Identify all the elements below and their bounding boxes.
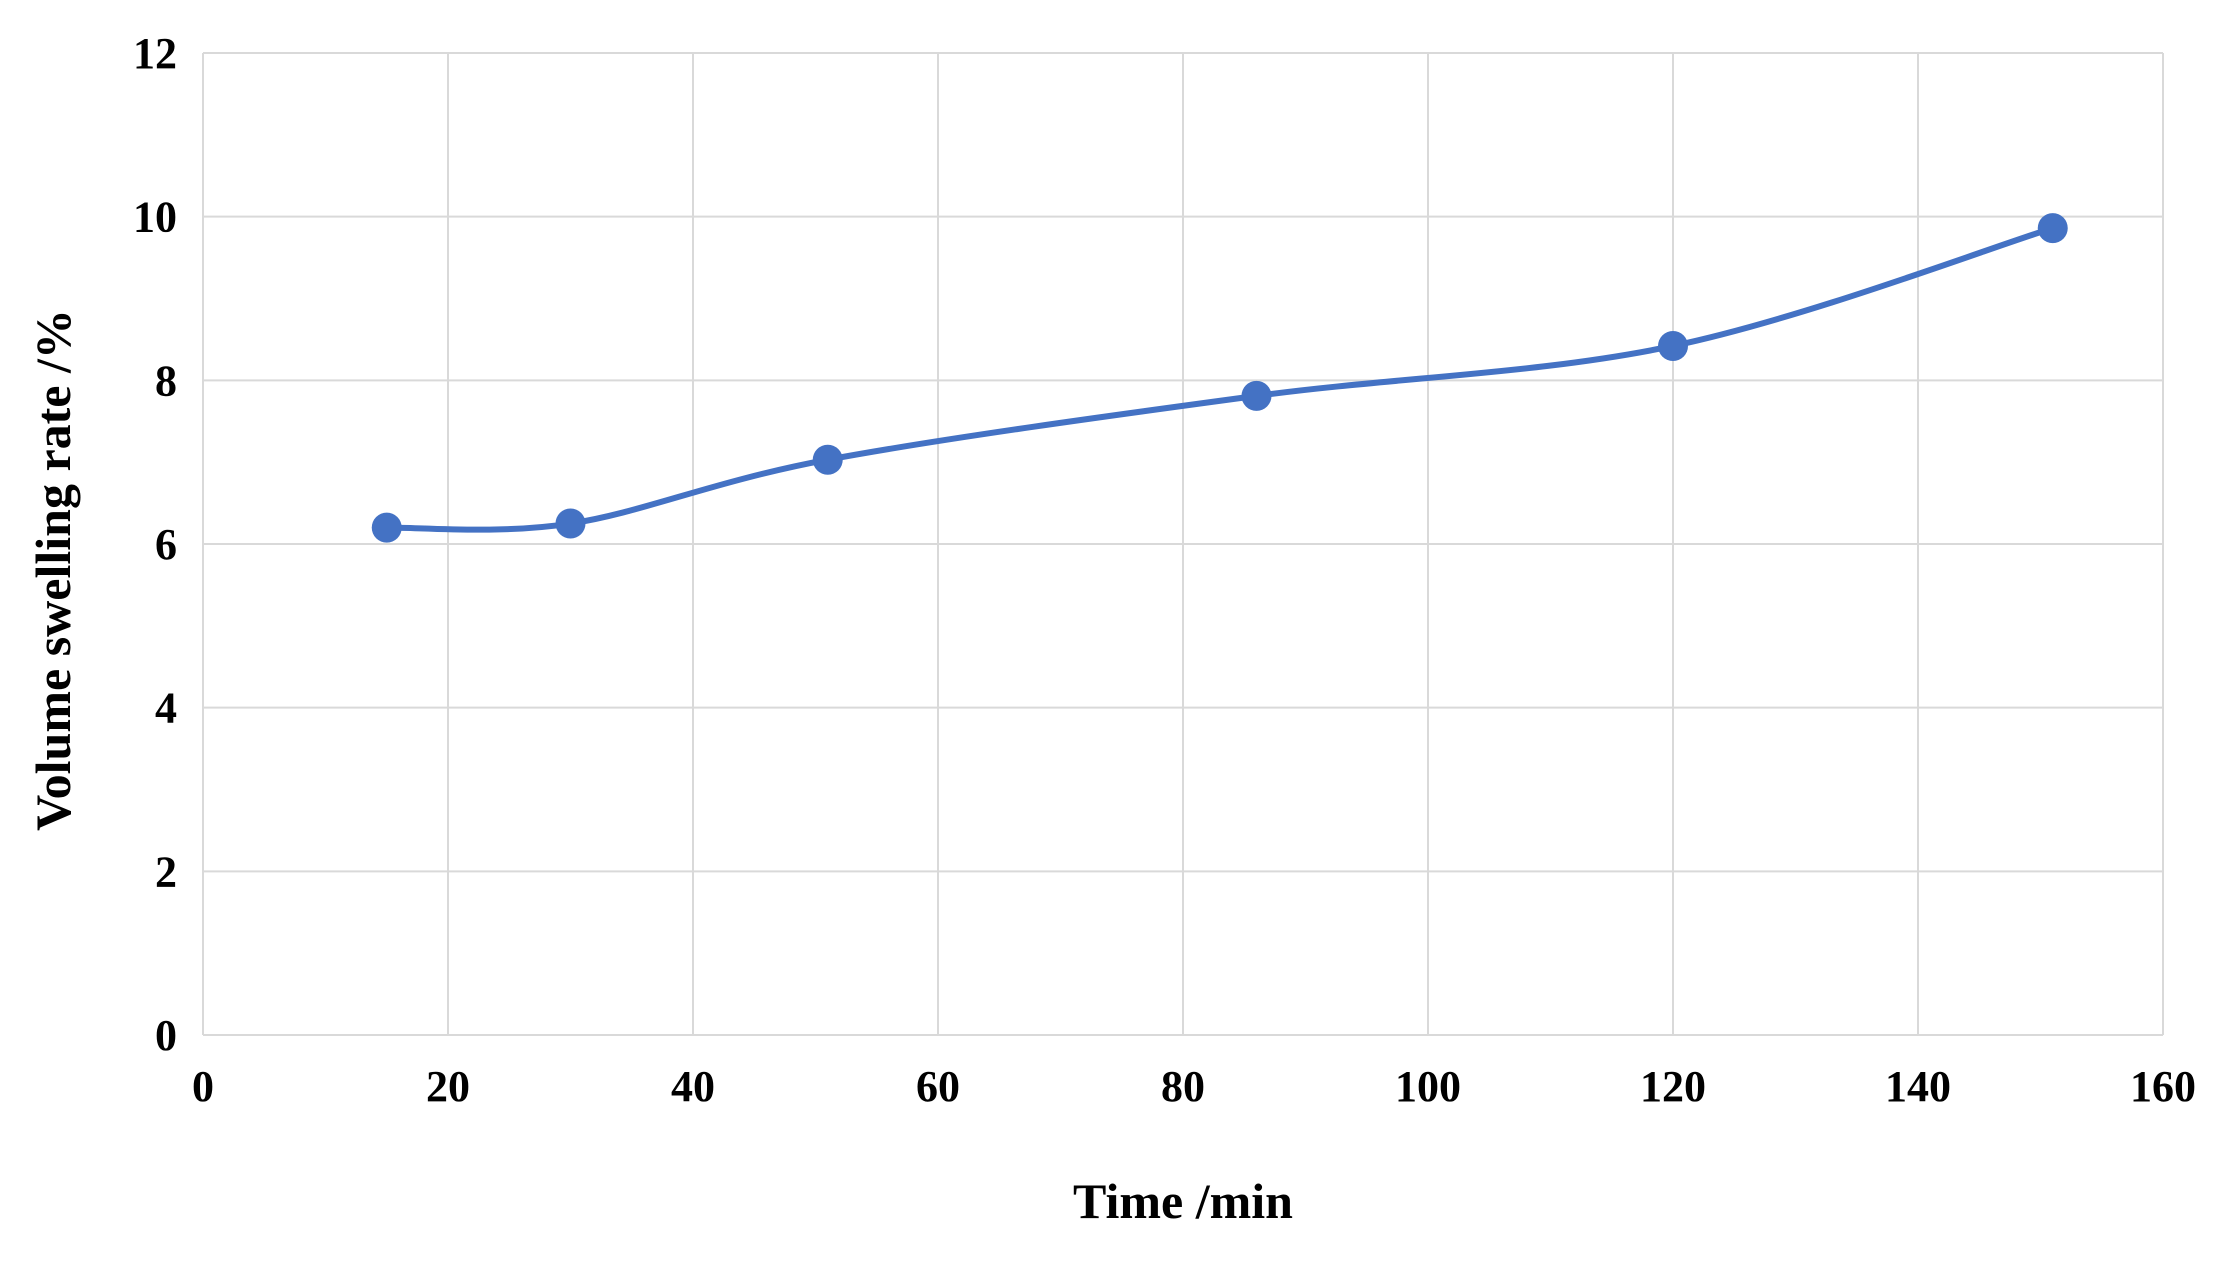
data-point — [371, 512, 402, 543]
x-tick-label: 140 — [1885, 1062, 1951, 1111]
x-tick-label: 160 — [2130, 1062, 2196, 1111]
x-tick-label: 60 — [916, 1062, 960, 1111]
y-tick-label: 6 — [155, 520, 177, 569]
x-tick-label: 40 — [671, 1062, 715, 1111]
x-tick-label: 20 — [426, 1062, 470, 1111]
y-tick-label: 4 — [155, 684, 177, 733]
y-tick-label: 2 — [155, 847, 177, 896]
x-tick-label: 80 — [1161, 1062, 1205, 1111]
y-tick-label: 10 — [133, 193, 177, 242]
data-line — [386, 225, 2054, 533]
data-point — [1658, 330, 1688, 361]
y-axis-title: Volume swelling rate /% — [25, 309, 81, 831]
data-point — [2037, 213, 2068, 244]
x-tick-label: 100 — [1395, 1062, 1461, 1111]
data-point — [1241, 380, 1272, 411]
x-axis-title: Time /min — [1073, 1173, 1293, 1229]
y-tick-label: 12 — [133, 29, 177, 78]
y-tick-label: 0 — [155, 1011, 177, 1060]
data-point — [812, 444, 843, 475]
y-tick-label: 8 — [155, 356, 177, 405]
data-point — [555, 508, 586, 539]
x-tick-label: 120 — [1640, 1062, 1706, 1111]
x-tick-label: 0 — [192, 1062, 214, 1111]
